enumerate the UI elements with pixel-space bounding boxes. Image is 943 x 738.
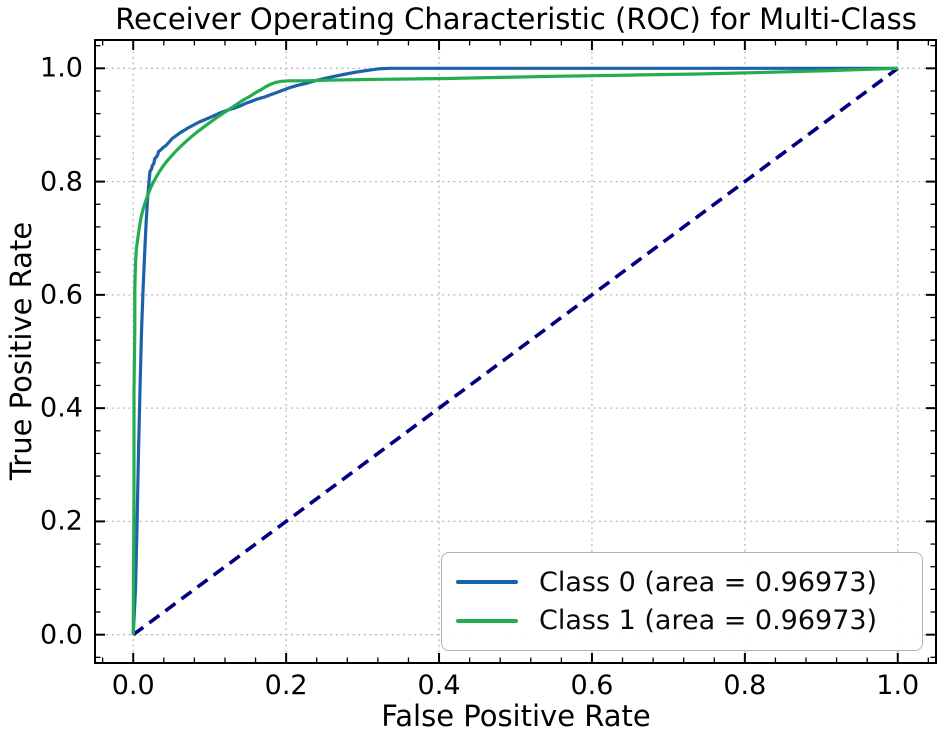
x-tick-label-0.4: 0.4 [417,670,461,701]
roc-curve-class1 [131,66,898,635]
y-axis-label: True Positive Rate [4,221,38,481]
chance-line [132,66,899,637]
chart-title: Receiver Operating Characteristic (ROC) … [115,2,917,36]
y-tick-label-1.0: 1.0 [40,52,83,84]
legend-item-class1: Class 1 (area = 0.96973) [456,605,908,636]
legend-label-class0: Class 0 (area = 0.96973) [539,566,878,598]
x-tick-label-1.0: 1.0 [876,670,920,701]
x-tick-label-0.0: 0.0 [111,670,155,701]
y-tick-label-0.0: 0.0 [40,619,83,651]
class0-line-swatch [456,579,518,585]
y-tick-label-0.8: 0.8 [40,166,83,198]
x-tick-label-0.8: 0.8 [723,670,767,701]
legend: Class 0 (area = 0.96973) Class 1 (area =… [441,552,923,651]
class1-line-swatch [456,618,518,624]
x-axis-label: False Positive Rate [381,699,651,733]
y-tick-label-0.4: 0.4 [40,392,83,424]
x-tick-label-0.6: 0.6 [570,670,614,701]
legend-item-class0: Class 0 (area = 0.96973) [456,567,908,598]
legend-label-class1: Class 1 (area = 0.96973) [539,605,878,637]
plot-border [94,39,937,664]
x-tick-label-0.2: 0.2 [264,670,308,701]
y-tick-label-0.6: 0.6 [40,279,83,311]
y-tick-label-0.2: 0.2 [40,505,83,537]
